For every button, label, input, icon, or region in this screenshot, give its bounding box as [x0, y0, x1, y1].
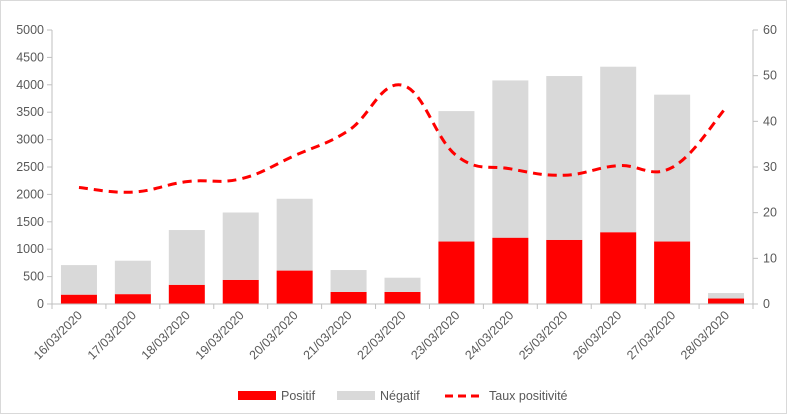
legend: Positif Négatif Taux positivité	[238, 389, 568, 403]
legend-label-taux-positivite: Taux positivité	[489, 389, 568, 403]
bar-layer	[60, 66, 745, 304]
y-right-tick-label-1: 10	[763, 251, 777, 265]
bar-negatif-4	[276, 198, 313, 271]
bar-negatif-5	[330, 270, 367, 292]
y-left-tick-label-10: 5000	[16, 23, 44, 37]
legend-swatch-positif	[238, 391, 276, 400]
y-left-tick-label-8: 4000	[16, 78, 44, 92]
bar-negatif-9	[546, 76, 583, 240]
bar-negatif-8	[492, 80, 529, 238]
bar-positif-2	[168, 284, 205, 304]
y-left-tick-label-3: 1500	[16, 215, 44, 229]
y-right-tick-label-4: 40	[763, 114, 777, 128]
bar-positif-0	[60, 294, 97, 304]
y-left-tick-label-5: 2500	[16, 160, 44, 174]
line-layer	[78, 83, 728, 194]
bar-negatif-2	[168, 230, 205, 285]
bar-negatif-3	[222, 212, 259, 280]
y-left-tick-label-2: 1000	[16, 242, 44, 256]
bar-positif-10	[600, 232, 637, 304]
y-right-tick-label-3: 30	[763, 160, 777, 174]
y-left-tick-label-1: 500	[23, 270, 44, 284]
bar-positif-4	[276, 270, 313, 304]
bar-negatif-10	[600, 66, 637, 233]
legend-label-positif: Positif	[281, 389, 316, 403]
bar-positif-7	[438, 241, 475, 304]
y-right-tick-label-0: 0	[763, 297, 770, 311]
y-right-tick-label-5: 50	[763, 69, 777, 83]
bar-positif-3	[222, 279, 259, 304]
bar-negatif-12	[708, 293, 745, 299]
bar-positif-9	[546, 239, 583, 304]
bar-positif-1	[114, 294, 151, 304]
y-left-tick-label-9: 4500	[16, 50, 44, 64]
bar-positif-8	[492, 237, 529, 304]
y-right-tick-label-2: 20	[763, 206, 777, 220]
bar-positif-11	[654, 241, 691, 304]
y-left-tick-label-6: 3000	[16, 133, 44, 147]
y-left-tick-label-0: 0	[37, 297, 44, 311]
bar-negatif-6	[384, 277, 421, 292]
bar-positif-5	[330, 291, 367, 304]
y-left-tick-label-7: 3500	[16, 105, 44, 119]
bar-negatif-0	[60, 265, 97, 295]
bar-negatif-1	[114, 260, 151, 295]
legend-swatch-negatif	[337, 391, 375, 400]
legend-label-negatif: Négatif	[380, 389, 420, 403]
bar-negatif-7	[438, 111, 475, 242]
y-left-tick-label-4: 2000	[16, 187, 44, 201]
y-axis-left-ticks: 0 500 1000 1500 2000 2500 3000 3500 4000 4500 5000	[16, 23, 52, 311]
y-right-tick-label-6: 60	[763, 23, 777, 37]
y-axis-right-ticks: 0 10 20 30 40 50 60	[753, 23, 777, 311]
line-taux-positivite	[78, 83, 728, 194]
bar-positif-12	[708, 298, 745, 304]
bar-positif-6	[384, 291, 421, 304]
